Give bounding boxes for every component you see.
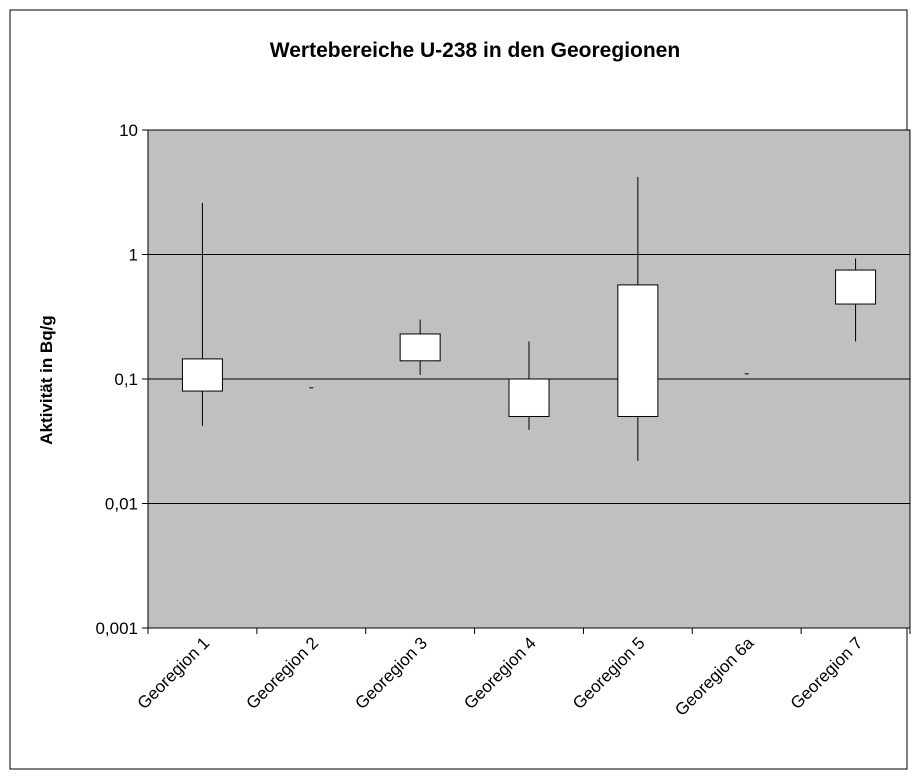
range-box [399, 333, 441, 362]
range-box [181, 358, 223, 392]
range-box [835, 269, 877, 305]
y-tick-label: 1 [129, 246, 138, 265]
chart-title: Wertebereiche U-238 in den Georegionen [270, 39, 680, 62]
range-box [617, 284, 659, 417]
y-tick-label: 0,1 [114, 370, 138, 389]
y-tick-label: 0,001 [95, 619, 138, 638]
plot-border [147, 129, 911, 629]
range-box [508, 378, 550, 417]
y-tick-label: 10 [119, 121, 138, 140]
y-tick-label: 0,01 [105, 495, 138, 514]
y-axis-label: Aktivität in Bq/g [37, 315, 56, 444]
